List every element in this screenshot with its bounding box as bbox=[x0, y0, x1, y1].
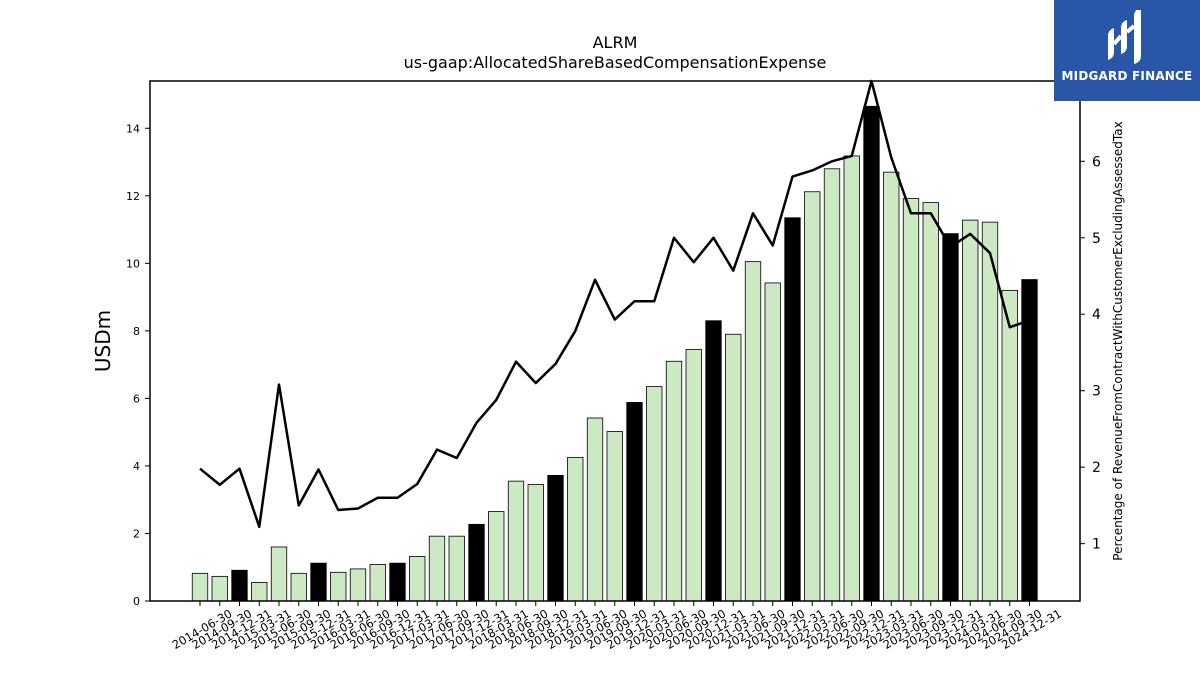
bar-2023-03-31 bbox=[883, 171, 900, 602]
bar-2020-09-30 bbox=[685, 349, 702, 602]
y2-tick-label: 2 bbox=[1092, 460, 1101, 476]
bar-2024-09-30 bbox=[1001, 289, 1018, 602]
bar-2020-12-31 bbox=[705, 320, 722, 602]
bar-2024-12-31 bbox=[1021, 279, 1038, 602]
bar-2017-09-30 bbox=[448, 535, 465, 602]
bar-2015-06-30 bbox=[270, 546, 288, 602]
brand-logo: MIDGARD FINANCE bbox=[1054, 0, 1200, 101]
y2-tick-label: 6 bbox=[1092, 154, 1101, 170]
bar-2017-12-31 bbox=[468, 523, 485, 602]
bar-2022-06-30 bbox=[823, 168, 841, 602]
bar-series bbox=[191, 105, 1038, 602]
bar-2021-09-30 bbox=[764, 282, 781, 602]
y-tick-label: 10 bbox=[126, 257, 140, 270]
bar-2023-09-30 bbox=[922, 202, 939, 602]
bar-2016-06-30 bbox=[349, 568, 367, 602]
bar-2016-03-31 bbox=[330, 571, 347, 602]
bar-2016-12-31 bbox=[389, 562, 406, 602]
bar-2015-03-31 bbox=[251, 582, 268, 602]
bar-2024-03-31 bbox=[962, 219, 979, 602]
bar-2015-12-31 bbox=[310, 562, 327, 602]
bar-2017-03-31 bbox=[409, 556, 426, 602]
bar-2018-12-31 bbox=[547, 474, 564, 602]
bar-2015-09-30 bbox=[290, 572, 307, 602]
y-tick-label: 14 bbox=[126, 122, 140, 135]
bar-2019-12-31 bbox=[626, 402, 643, 602]
bar-2022-12-31 bbox=[863, 105, 880, 602]
bar-2019-06-30 bbox=[586, 417, 604, 602]
y-tick-label: 0 bbox=[133, 595, 140, 608]
bar-2014-09-30 bbox=[211, 575, 228, 602]
bar-2020-06-30 bbox=[665, 360, 683, 602]
y2-tick-label: 4 bbox=[1092, 307, 1101, 323]
bar-2018-09-30 bbox=[527, 484, 544, 602]
bar-2023-12-31 bbox=[942, 233, 959, 602]
bar-2018-06-30 bbox=[507, 480, 525, 602]
bar-2014-06-30 bbox=[191, 572, 209, 602]
y2-tick-label: 3 bbox=[1092, 384, 1101, 400]
y2-tick-label: 1 bbox=[1092, 537, 1101, 553]
y-tick-label: 12 bbox=[126, 190, 140, 203]
bar-2018-03-31 bbox=[488, 511, 505, 602]
percentage-line bbox=[199, 79, 1030, 529]
chart-subtitle: us-gaap:AllocatedShareBasedCompensationE… bbox=[404, 53, 827, 72]
y-tick-label: 2 bbox=[133, 527, 140, 540]
bar-2021-12-31 bbox=[784, 217, 801, 602]
bar-2021-03-31 bbox=[725, 333, 742, 602]
y-tick-label: 8 bbox=[133, 325, 140, 338]
brand-name: MIDGARD FINANCE bbox=[1061, 69, 1193, 83]
bar-2022-09-30 bbox=[843, 155, 860, 602]
bar-2019-03-31 bbox=[567, 457, 584, 602]
y2-axis-label: Percentage of RevenueFromContractWithCus… bbox=[1111, 121, 1125, 560]
y-tick-label: 4 bbox=[133, 460, 140, 473]
bar-2019-09-30 bbox=[606, 431, 623, 602]
bar-2024-06-30 bbox=[981, 221, 999, 602]
chart-title: ALRM bbox=[593, 33, 638, 52]
bar-2022-03-31 bbox=[804, 191, 821, 602]
left-axis: 0 2 4 6 8 10 12 14 bbox=[126, 122, 150, 608]
midgard-logo-icon bbox=[1108, 10, 1141, 64]
bar-2017-06-30 bbox=[428, 535, 446, 602]
bar-2020-03-31 bbox=[646, 386, 663, 602]
y-tick-label: 6 bbox=[133, 392, 140, 405]
bar-2023-06-30 bbox=[902, 198, 920, 602]
right-axis: 1 2 3 4 5 6 bbox=[1080, 154, 1101, 553]
y-axis-label: USDm bbox=[91, 310, 115, 372]
y2-tick-label: 5 bbox=[1092, 231, 1101, 247]
bar-2014-12-31 bbox=[231, 569, 248, 602]
bar-2016-09-30 bbox=[369, 564, 386, 602]
x-axis: 2014-06-302014-09-302014-12-312015-03-31… bbox=[170, 601, 1064, 652]
bar-2021-06-30 bbox=[744, 261, 762, 602]
